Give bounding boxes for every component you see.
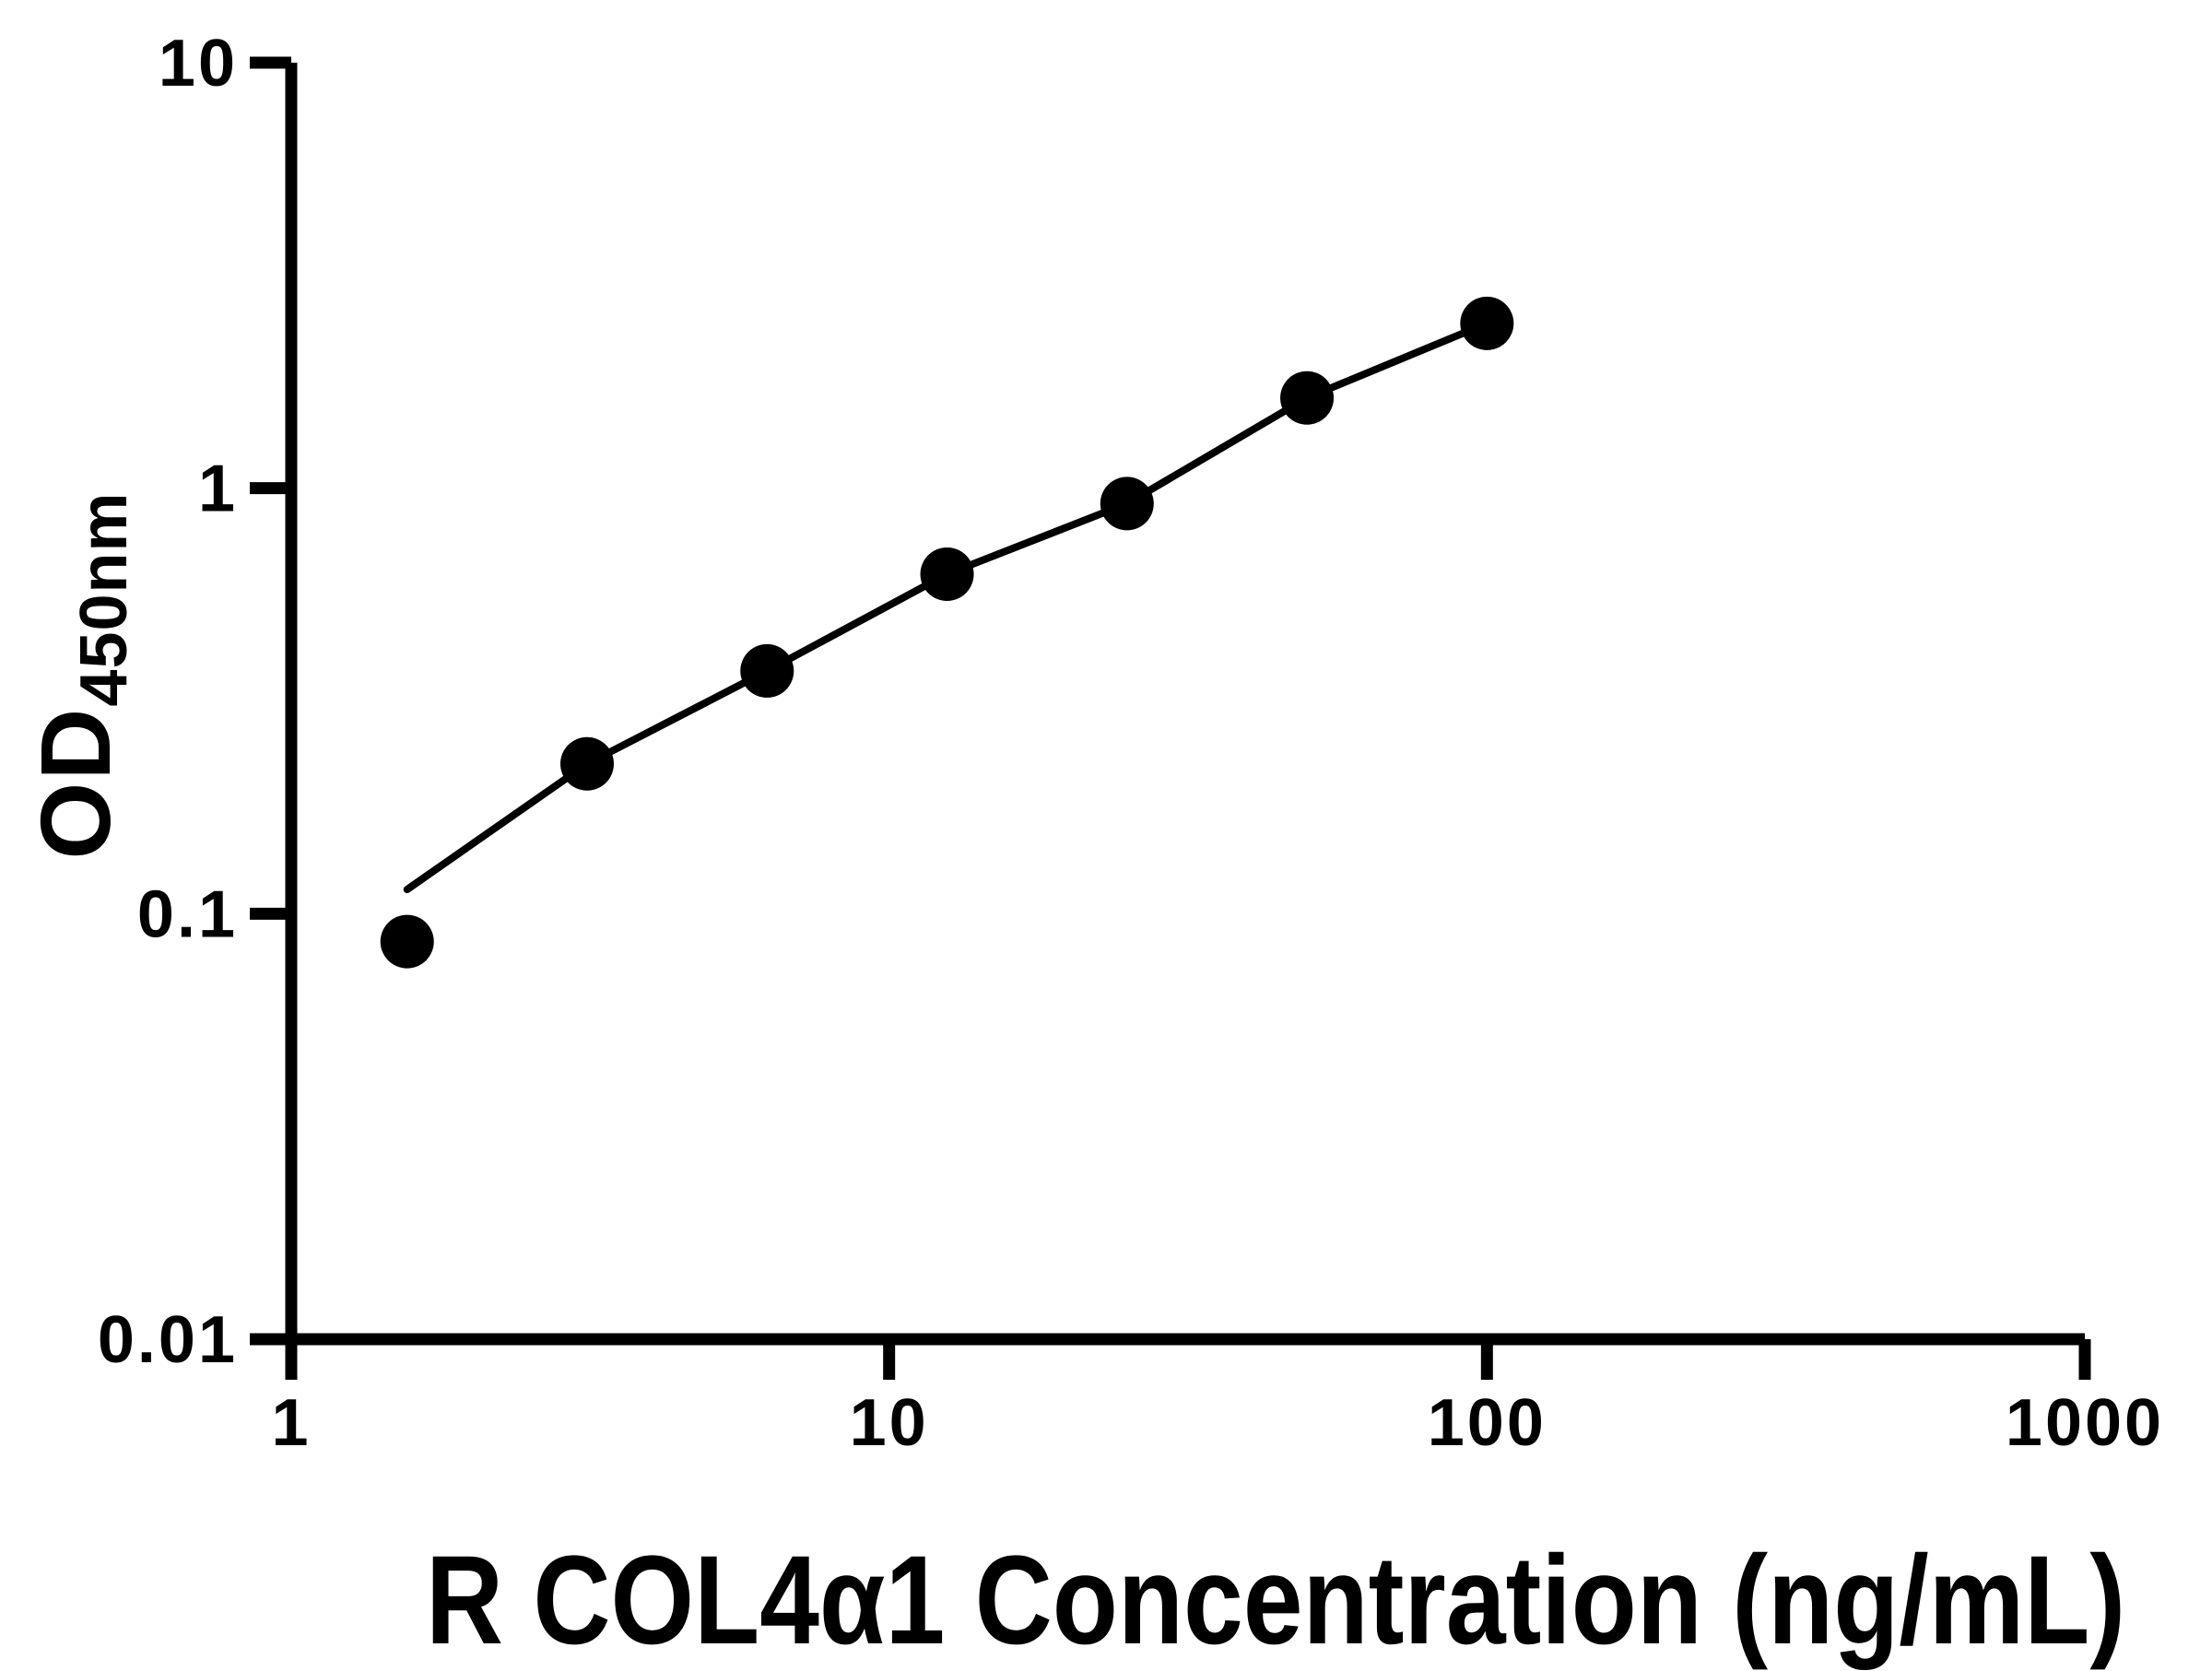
- data-point-100: [1460, 296, 1514, 350]
- y-tick-label-0.01: 0.01: [98, 1303, 238, 1377]
- x-tick-label-1000: 1000: [2006, 1386, 2164, 1460]
- data-point-25: [1100, 477, 1154, 531]
- x-tick-label-10: 10: [850, 1386, 929, 1460]
- y-axis-title-sub: 450nm: [67, 491, 141, 707]
- data-point-6.25: [740, 643, 794, 698]
- data-point-3.125: [559, 736, 614, 791]
- y-axis-title: OD 450nm: [18, 399, 165, 952]
- data-point-12.5: [920, 547, 974, 601]
- x-tick-label-100: 100: [1428, 1386, 1547, 1460]
- axis-lines: [285, 63, 2085, 1346]
- data-point-1.5625: [380, 914, 434, 969]
- y-axis-title-main: OD: [19, 706, 131, 860]
- x-tick-label-1: 1: [271, 1386, 311, 1460]
- y-tick-label-0.1: 0.1: [137, 877, 238, 951]
- y-tick-label-1: 1: [198, 453, 238, 526]
- y-tick-label-10: 10: [159, 27, 238, 100]
- x-axis-title: R COL4α1 Concentration (ng/mL): [425, 1530, 2126, 1671]
- data-point-50: [1280, 371, 1335, 425]
